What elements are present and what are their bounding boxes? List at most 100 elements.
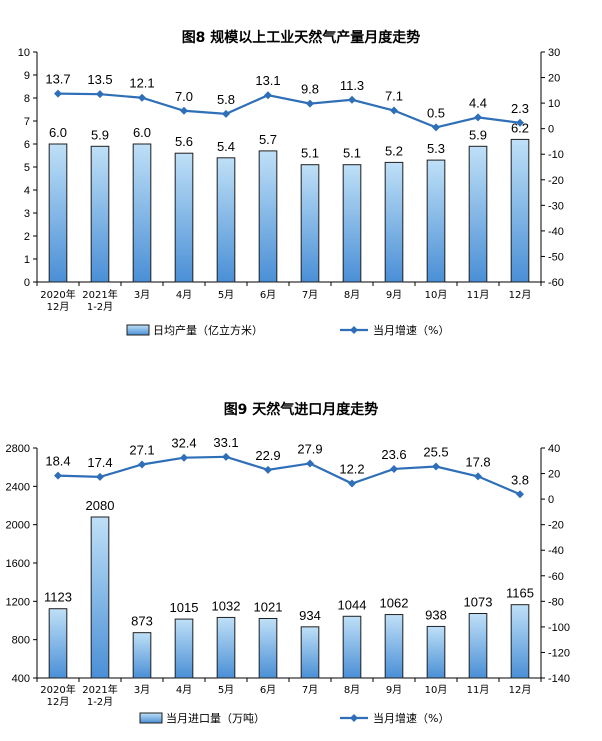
- growth-rate-label: 17.4: [87, 455, 112, 470]
- right-tick-label: 10: [548, 98, 560, 110]
- bar: [426, 159, 446, 283]
- growth-rate-marker: [516, 490, 524, 499]
- bar: [300, 164, 320, 283]
- left-tick-label: 2400: [6, 481, 30, 493]
- legend-line-label: 当月增速（%）: [373, 323, 449, 337]
- growth-rate-label: 23.6: [381, 447, 406, 462]
- bar: [48, 143, 68, 283]
- x-tick-label: 6月: [260, 289, 276, 301]
- bar: [216, 157, 236, 283]
- growth-rate-marker: [390, 464, 398, 473]
- left-tick-label: 2800: [6, 443, 30, 455]
- bar-value-label: 6.0: [49, 125, 67, 140]
- bar-value-label: 1062: [380, 596, 409, 611]
- growth-rate-marker: [264, 465, 272, 474]
- growth-rate-label: 18.4: [45, 454, 70, 469]
- legend-bar-label: 日均产量（亿立方米）: [153, 323, 263, 337]
- bar-value-label: 1032: [212, 598, 241, 613]
- growth-rate-marker: [54, 89, 62, 98]
- growth-rate-label: 7.0: [175, 89, 193, 104]
- growth-rate-line: [57, 92, 521, 129]
- x-tick-label: 2020年: [40, 683, 75, 696]
- left-tick-label: 1600: [6, 558, 30, 570]
- x-tick-label: 7月: [302, 684, 318, 696]
- growth-rate-marker: [54, 471, 62, 480]
- growth-rate-label: 13.7: [45, 72, 70, 87]
- right-tick-label: -30: [548, 200, 564, 212]
- bar-value-label: 6.2: [511, 120, 529, 135]
- bar: [510, 138, 530, 283]
- left-tick-label: 5: [24, 162, 30, 174]
- x-tick-label: 5月: [218, 684, 234, 696]
- growth-rate-label: 3.8: [511, 472, 529, 487]
- right-tick-label: 30: [548, 47, 560, 59]
- bar-value-label: 1165: [506, 586, 534, 601]
- bar-value-label: 5.9: [91, 127, 109, 142]
- x-tick-label: 8月: [344, 289, 360, 301]
- x-tick-label: 9月: [386, 684, 402, 696]
- right-tick-label: -60: [548, 277, 564, 289]
- x-tick-label: 11月: [467, 289, 490, 301]
- bar-value-label: 934: [299, 608, 321, 623]
- bar: [132, 143, 152, 283]
- right-tick-label: -120: [548, 647, 570, 659]
- growth-rate-marker: [306, 99, 314, 108]
- legend-bar-swatch: [126, 324, 150, 336]
- chart-title: 图8 规模以上工业天然气产量月度走势: [182, 29, 421, 46]
- growth-rate-marker: [180, 106, 188, 115]
- x-tick-label: 9月: [386, 289, 402, 301]
- x-tick-label: 12月: [509, 289, 532, 301]
- legend-line-marker: [350, 714, 358, 722]
- bar-value-label: 5.1: [343, 146, 361, 161]
- right-tick-label: 0: [548, 124, 554, 136]
- growth-rate-label: 9.8: [301, 82, 319, 97]
- x-tick-label: 1-2月: [87, 301, 113, 313]
- growth-rate-marker: [390, 106, 398, 115]
- growth-rate-marker: [222, 452, 230, 461]
- left-tick-label: 6: [24, 139, 30, 151]
- left-tick-label: 1: [24, 254, 30, 266]
- growth-rate-marker: [432, 123, 440, 132]
- bar: [384, 161, 404, 283]
- bar: [258, 150, 278, 283]
- bar: [48, 608, 68, 679]
- right-tick-label: -140: [548, 673, 570, 685]
- bar-value-label: 2080: [86, 498, 115, 513]
- growth-rate-label: 17.8: [465, 454, 490, 469]
- x-tick-label: 2020年: [40, 288, 75, 301]
- right-tick-label: 20: [548, 73, 560, 85]
- growth-rate-marker: [348, 95, 356, 104]
- bar: [132, 632, 152, 679]
- bar-value-label: 1073: [464, 595, 493, 610]
- left-tick-label: 9: [24, 70, 30, 82]
- right-tick-label: 0: [548, 494, 554, 506]
- bar-value-label: 5.1: [301, 146, 319, 161]
- bar-value-label: 1021: [254, 599, 283, 614]
- right-tick-label: 20: [548, 469, 560, 481]
- left-tick-label: 1200: [6, 596, 30, 608]
- left-tick-label: 0: [24, 277, 30, 289]
- left-tick-label: 2000: [6, 520, 30, 532]
- right-tick-label: -20: [548, 520, 564, 532]
- right-tick-label: -50: [548, 251, 564, 263]
- growth-rate-label: 2.3: [511, 101, 529, 116]
- left-tick-label: 400: [12, 673, 30, 685]
- x-tick-label: 5月: [218, 289, 234, 301]
- bar-value-label: 1123: [44, 590, 72, 605]
- right-tick-label: -40: [548, 226, 564, 238]
- growth-rate-marker: [96, 90, 104, 99]
- growth-rate-line: [57, 455, 521, 496]
- x-tick-label: 10月: [425, 289, 448, 301]
- growth-rate-marker: [348, 479, 356, 488]
- bar: [426, 625, 446, 679]
- growth-rate-label: 32.4: [171, 436, 196, 451]
- growth-rate-marker: [96, 472, 104, 481]
- growth-rate-label: 11.3: [340, 78, 364, 93]
- right-tick-label: -80: [548, 596, 564, 608]
- right-tick-label: -10: [548, 149, 564, 161]
- growth-rate-label: 33.1: [213, 435, 238, 450]
- growth-rate-label: 13.5: [87, 72, 112, 87]
- x-tick-label: 12月: [509, 684, 532, 696]
- bar-value-label: 5.7: [259, 132, 277, 147]
